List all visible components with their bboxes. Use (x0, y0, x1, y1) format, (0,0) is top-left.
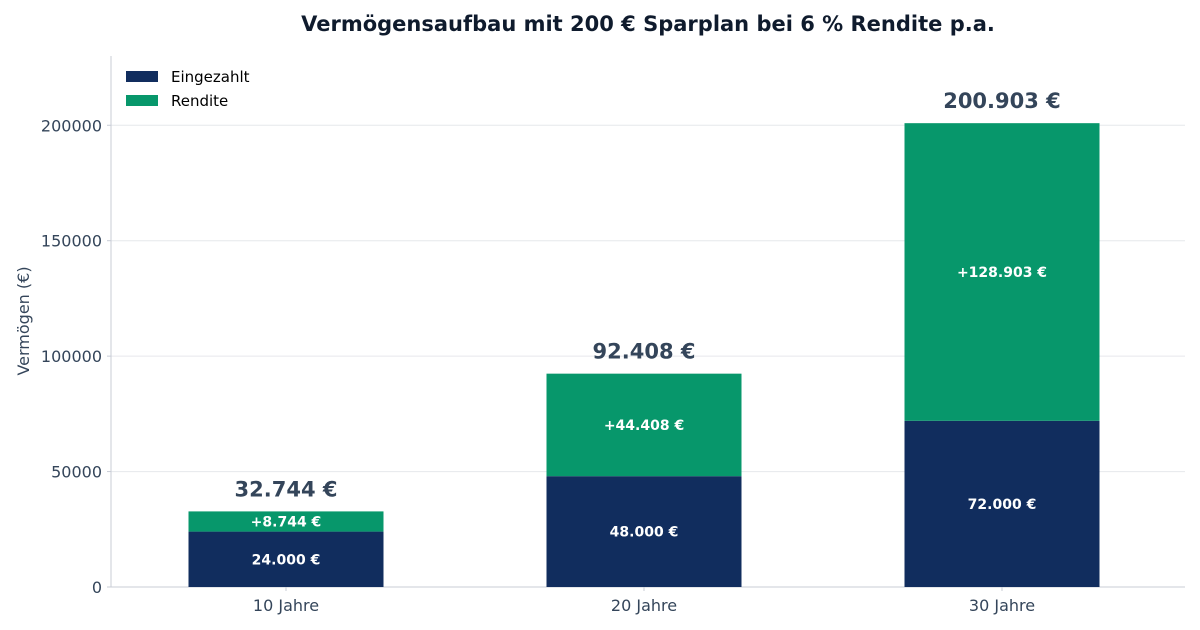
bar-segment-rendite (188, 511, 384, 532)
bar-total-label: 92.408 € (593, 340, 696, 364)
bar-segment-eingezahlt (546, 476, 742, 587)
bar-value-label: +128.903 € (957, 265, 1047, 281)
y-tick-label: 0 (92, 578, 102, 597)
bar-value-label: 48.000 € (610, 525, 679, 541)
x-tick-label: 10 Jahre (253, 596, 319, 615)
bar-segment-rendite (546, 373, 742, 477)
bar-value-label: +8.744 € (251, 514, 322, 530)
chart-title: Vermögensaufbau mit 200 € Sparplan bei 6… (301, 12, 995, 36)
legend: Eingezahlt Rendite (126, 68, 250, 110)
x-axis-ticks: 10 Jahre 20 Jahre 30 Jahre (253, 587, 1035, 615)
bar-total-label: 32.744 € (235, 477, 338, 501)
legend-swatch (126, 95, 158, 106)
legend-swatch (126, 71, 158, 82)
bar-segment-eingezahlt (904, 420, 1100, 587)
bar-segment-rendite (904, 123, 1100, 421)
legend-label: Rendite (171, 92, 228, 110)
legend-label: Eingezahlt (171, 68, 250, 86)
bars: 24.000 € +8.744 € 32.744 € 48.000 € +44.408 … (188, 89, 1100, 587)
y-tick-label: 100000 (41, 347, 102, 366)
y-axis-ticks: 0 50000 100000 150000 200000 (41, 116, 111, 597)
y-axis-label: Vermögen (€) (14, 266, 33, 375)
bar-value-label: +44.408 € (604, 418, 684, 434)
bar-value-label: 72.000 € (968, 497, 1037, 513)
x-tick-label: 20 Jahre (611, 596, 677, 615)
y-tick-label: 150000 (41, 232, 102, 251)
x-tick-label: 30 Jahre (969, 596, 1035, 615)
y-tick-label: 50000 (51, 463, 102, 482)
bar-total-label: 200.903 € (943, 89, 1061, 113)
y-tick-label: 200000 (41, 116, 102, 135)
bar-segment-eingezahlt (188, 531, 384, 587)
bar-value-label: 24.000 € (252, 552, 321, 568)
